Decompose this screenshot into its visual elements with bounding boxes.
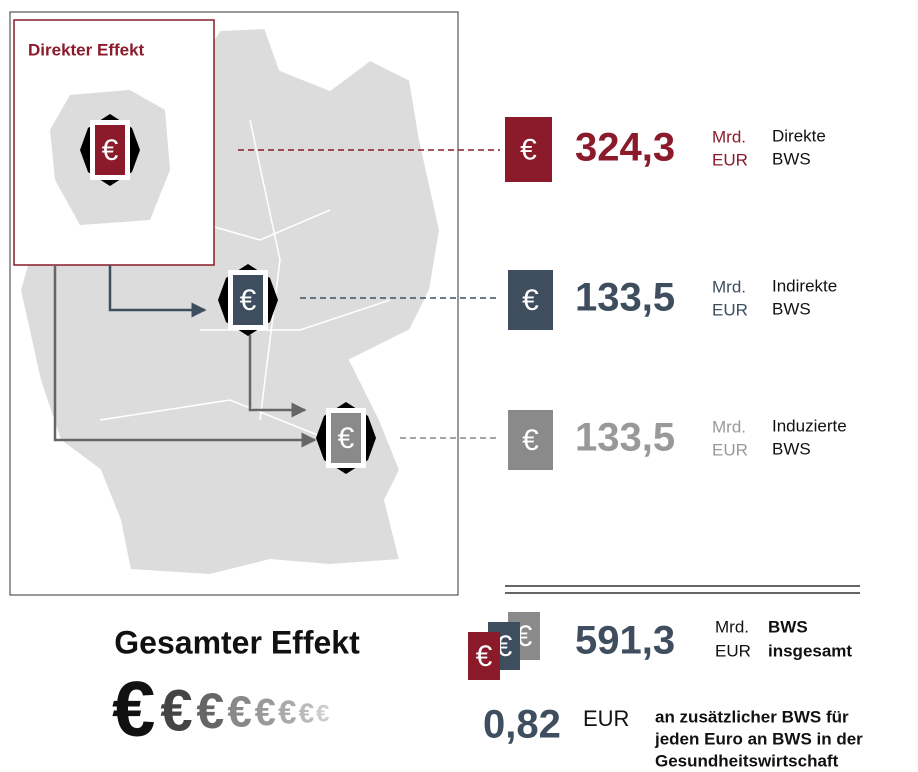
row-label: BWS (772, 149, 811, 168)
euro-decor: € (255, 692, 276, 734)
arrow (53, 265, 317, 448)
total-label: insgesamt (768, 641, 852, 660)
row-unit: Mrd. (712, 417, 746, 436)
euro-box (505, 117, 552, 182)
arrow (108, 265, 207, 318)
row-label: Induzierte (772, 416, 847, 435)
total-value: 591,3 (575, 619, 675, 663)
euro-box (508, 410, 553, 470)
inset-title: Direkter Effekt (28, 40, 145, 59)
euro-symbol: € (102, 134, 119, 167)
euro-symbol: € (522, 424, 539, 457)
row-unit: Mrd. (712, 277, 746, 296)
row-unit: EUR (712, 440, 748, 459)
multiplier-text: Gesundheitswirtschaft (655, 751, 839, 770)
multiplier-value: 0,82 (483, 703, 561, 747)
euro-decor: € (196, 683, 224, 739)
row-label: BWS (772, 299, 811, 318)
row-label: BWS (772, 439, 811, 458)
euro-symbol: € (520, 133, 537, 166)
arrow (248, 335, 307, 418)
euro-box (508, 270, 553, 330)
row-unit: Mrd. (712, 127, 746, 146)
total-unit: EUR (715, 641, 751, 660)
multiplier-text: an zusätzlicher BWS für (655, 707, 849, 726)
euro-symbol: € (522, 284, 539, 317)
row-value: 133,5 (575, 416, 675, 460)
euro-decor: € (316, 700, 329, 727)
euro-decor: € (227, 688, 251, 737)
multiplier-text: jeden Euro an BWS in der (654, 729, 863, 748)
euro-decor: € (160, 678, 192, 743)
euro-box (468, 632, 500, 680)
euro-box (331, 413, 361, 463)
euro-symbol: € (338, 422, 355, 455)
row-value: 324,3 (575, 126, 675, 170)
row-value: 133,5 (575, 276, 675, 320)
total-unit: Mrd. (715, 617, 749, 636)
euro-box (233, 275, 263, 325)
multiplier-unit: EUR (583, 706, 629, 731)
euro-symbol: € (476, 640, 493, 673)
row-label: Indirekte (772, 276, 837, 295)
euro-box (95, 125, 125, 175)
euro-decor: € (278, 694, 296, 731)
euro-symbol: € (240, 284, 257, 317)
total-label: BWS (768, 617, 808, 636)
row-label: Direkte (772, 126, 826, 145)
state-borders (99, 119, 391, 441)
total-title: Gesamter Effekt (114, 624, 360, 660)
euro-decor: € (112, 665, 155, 753)
row-unit: EUR (712, 150, 748, 169)
row-unit: EUR (712, 300, 748, 319)
euro-decor: € (299, 697, 315, 728)
